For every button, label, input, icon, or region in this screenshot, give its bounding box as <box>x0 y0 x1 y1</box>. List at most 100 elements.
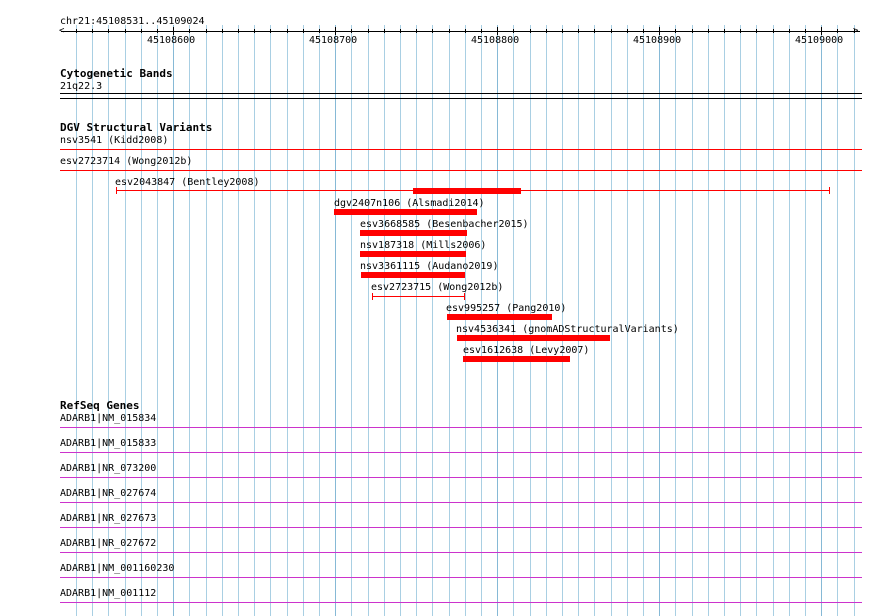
variant-bar[interactable] <box>361 272 465 278</box>
variant-label[interactable]: dgv2407n106 (Alsmadi2014) <box>334 198 485 209</box>
variant-label[interactable]: nsv3541 (Kidd2008) <box>60 135 169 146</box>
grid-line <box>708 25 709 616</box>
variant-label[interactable]: esv995257 (Pang2010) <box>446 303 567 314</box>
ruler-tick <box>740 29 741 33</box>
grid-line <box>659 25 660 616</box>
transcript-line[interactable] <box>60 577 862 578</box>
grid-line <box>611 25 612 616</box>
grid-line <box>384 25 385 616</box>
variant-span-line[interactable] <box>60 149 862 150</box>
ruler-tick-label: 45108700 <box>309 35 358 46</box>
ruler-tick <box>319 29 320 33</box>
ruler-tick <box>270 29 271 33</box>
ruler-left-arrow-icon[interactable]: < <box>59 26 65 36</box>
transcript-label[interactable]: ADARB1|NM_001112 <box>60 588 157 599</box>
variant-bar[interactable] <box>360 251 466 257</box>
ruler-tick <box>449 29 450 33</box>
variant-bar[interactable] <box>463 356 570 362</box>
grid-line <box>675 25 676 616</box>
ruler-tick <box>756 29 757 33</box>
ruler-tick <box>254 29 255 33</box>
ruler-tick <box>141 29 142 33</box>
grid-line <box>335 25 336 616</box>
grid-line <box>724 25 725 616</box>
grid-line <box>303 25 304 616</box>
transcript-label[interactable]: ADARB1|NR_073200 <box>60 463 157 474</box>
variant-bar[interactable] <box>447 314 552 320</box>
variant-bar[interactable] <box>334 209 477 215</box>
transcript-line[interactable] <box>60 452 862 453</box>
cytoband-track-title[interactable]: Cytogenetic Bands <box>60 67 173 80</box>
variant-label[interactable]: esv2723714 (Wong2012b) <box>60 156 193 167</box>
ruler-tick <box>805 29 806 33</box>
ruler-tick <box>125 29 126 33</box>
ruler-tick <box>578 29 579 33</box>
grid-line <box>270 25 271 616</box>
transcript-line[interactable] <box>60 602 862 603</box>
ruler-tick <box>222 29 223 33</box>
grid-line <box>594 25 595 616</box>
grid-line <box>692 25 693 616</box>
ruler-tick-label: 45108900 <box>633 35 682 46</box>
ruler-tick <box>416 29 417 33</box>
variant-bar[interactable] <box>413 188 521 194</box>
ruler-axis[interactable] <box>61 31 860 32</box>
variant-label[interactable]: nsv3361115 (Audano2019) <box>360 261 499 272</box>
transcript-line[interactable] <box>60 527 862 528</box>
cytoband-top-line <box>60 93 862 94</box>
ruler-tick <box>773 29 774 33</box>
ruler-tick <box>837 29 838 33</box>
dgv-track-title[interactable]: DGV Structural Variants <box>60 121 213 134</box>
transcript-label[interactable]: ADARB1|NR_027673 <box>60 513 157 524</box>
variant-label[interactable]: esv1612638 (Levy2007) <box>463 345 590 356</box>
variant-label[interactable]: nsv4536341 (gnomADStructuralVariants) <box>456 324 679 335</box>
ruler-tick <box>611 29 612 33</box>
transcript-label[interactable]: ADARB1|NM_015833 <box>60 438 157 449</box>
cytoband-label: 21q22.3 <box>60 81 103 92</box>
grid-line <box>141 25 142 616</box>
transcript-line[interactable] <box>60 502 862 503</box>
transcript-label[interactable]: ADARB1|NM_015834 <box>60 413 157 424</box>
variant-end-cap <box>116 187 117 194</box>
grid-line <box>400 25 401 616</box>
ruler-tick <box>368 29 369 33</box>
transcript-label[interactable]: ADARB1|NR_027672 <box>60 538 157 549</box>
ruler-tick <box>206 29 207 33</box>
transcript-line[interactable] <box>60 477 862 478</box>
ruler-right-arrow-icon[interactable]: > <box>853 26 859 36</box>
variant-bar[interactable] <box>457 335 610 341</box>
variant-label[interactable]: esv2723715 (Wong2012b) <box>371 282 504 293</box>
ruler-tick <box>351 29 352 33</box>
transcript-label[interactable]: ADARB1|NM_001160230 <box>60 563 175 574</box>
variant-label[interactable]: esv3668585 (Besenbacher2015) <box>360 219 529 230</box>
ruler-tick <box>724 29 725 33</box>
transcript-line[interactable] <box>60 552 862 553</box>
transcript-line[interactable] <box>60 427 862 428</box>
variant-label[interactable]: nsv187318 (Mills2006) <box>360 240 487 251</box>
grid-line <box>189 25 190 616</box>
ruler-tick <box>238 29 239 33</box>
ruler-range-label: chr21:45108531..45109024 <box>60 16 205 27</box>
variant-label[interactable]: esv2043847 (Bentley2008) <box>115 177 260 188</box>
grid-line <box>627 25 628 616</box>
grid-line <box>821 25 822 616</box>
ruler-tick <box>481 29 482 33</box>
variant-span-line[interactable] <box>60 170 862 171</box>
cytoband-bottom-line[interactable] <box>60 98 862 99</box>
grid-line <box>416 25 417 616</box>
grid-line <box>805 25 806 616</box>
variant-bar[interactable] <box>360 230 467 236</box>
ruler-tick <box>659 27 660 35</box>
grid-line <box>562 25 563 616</box>
grid-line <box>773 25 774 616</box>
ruler-tick <box>157 29 158 33</box>
grid-line <box>206 25 207 616</box>
ruler-tick <box>675 29 676 33</box>
variant-end-cap <box>829 187 830 194</box>
transcript-label[interactable]: ADARB1|NR_027674 <box>60 488 157 499</box>
grid-line <box>238 25 239 616</box>
grid-line <box>578 25 579 616</box>
refseq-track-title[interactable]: RefSeq Genes <box>60 399 140 412</box>
variant-span-line[interactable] <box>372 296 464 297</box>
grid-line <box>222 25 223 616</box>
